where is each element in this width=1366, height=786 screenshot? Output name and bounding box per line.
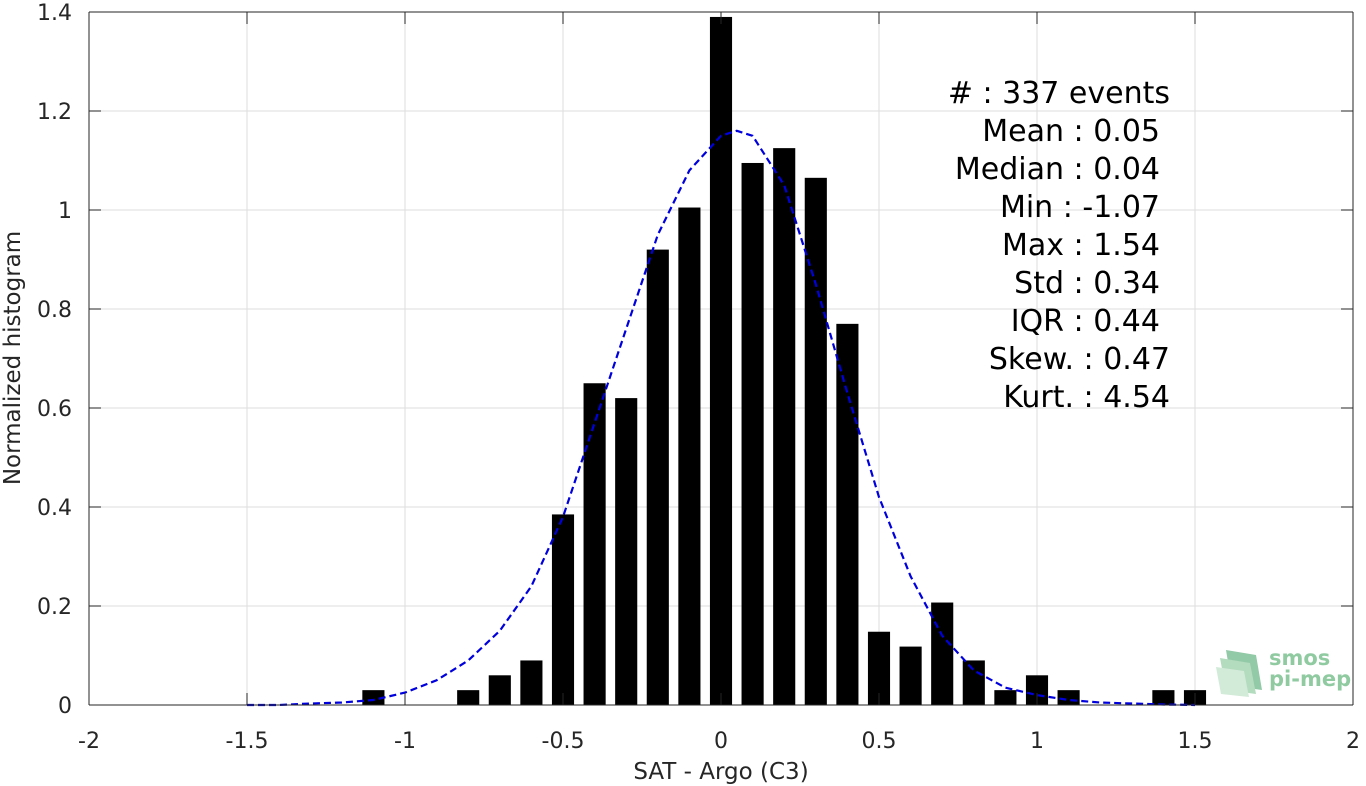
y-tick-label-7: 1.4 (37, 1, 72, 26)
histogram-bar-16 (931, 602, 954, 705)
histogram-bar-13 (836, 323, 859, 705)
histogram-bar-14 (867, 631, 891, 705)
histogram-bar-4 (551, 514, 575, 705)
histogram-bar-6 (615, 398, 638, 705)
histogram-bar-15 (899, 646, 922, 705)
fit-curve (247, 129, 1196, 707)
logo-line1: smos (1269, 646, 1330, 670)
y-tick-label-0: 0 (58, 694, 72, 719)
x-tick-label-8: 2 (1346, 729, 1360, 754)
histogram-bar-19 (1025, 675, 1049, 705)
x-axis-label: SAT - Argo (C3) (633, 759, 808, 785)
logo-line2: pi-mep (1269, 667, 1351, 691)
histogram-bar-11 (773, 148, 796, 705)
histogram-bar-1 (457, 690, 480, 705)
histogram-bar-9 (709, 16, 733, 705)
axes-frame (88, 11, 1354, 706)
y-tick-label-4: 0.8 (37, 298, 72, 323)
histogram-bar-20 (1057, 690, 1080, 705)
x-tick-label-7: 1.5 (1178, 729, 1213, 754)
stats-line-7: Skew. : 0.47 (989, 342, 1170, 377)
stats-line-3: Min : -1.07 (1000, 190, 1160, 225)
histogram-bar-5 (583, 383, 606, 705)
x-tick-label-4: 0 (714, 729, 728, 754)
x-tick-label-1: -1.5 (226, 729, 269, 754)
histogram-bar-2 (488, 675, 511, 705)
stats-line-5: Std : 0.34 (1014, 266, 1160, 301)
smos-pimep-logo: smos pi-mep (1216, 646, 1351, 697)
y-tick-label-5: 1 (58, 199, 72, 224)
histogram-bar-21 (1152, 690, 1175, 705)
stats-line-4: Max : 1.54 (1002, 228, 1160, 263)
x-tick-labels: -2 -1.5 -1 -0.5 0 0.5 1 1.5 2 (78, 729, 1360, 754)
y-tick-label-1: 0.2 (37, 595, 72, 620)
stats-line-0: # : 337 events (948, 76, 1170, 111)
y-tick-label-3: 0.6 (37, 397, 72, 422)
stats-line-6: IQR : 0.44 (1011, 304, 1160, 339)
histogram-bar-18 (994, 690, 1017, 705)
histogram-bar-17 (962, 660, 985, 705)
y-axis-label: Normalized histogram (0, 231, 26, 485)
x-tick-label-6: 1 (1030, 729, 1044, 754)
x-tick-label-3: -0.5 (542, 729, 585, 754)
x-tick-label-0: -2 (78, 729, 100, 754)
histogram-bar-0 (362, 690, 385, 705)
histogram-bar-3 (520, 660, 543, 705)
y-tick-labels: 0 0.2 0.4 0.6 0.8 1 1.2 1.4 (37, 1, 72, 719)
histogram-bar-12 (804, 177, 827, 705)
histogram-bar-10 (741, 162, 764, 706)
y-tick-label-2: 0.4 (37, 496, 72, 521)
stats-line-8: Kurt. : 4.54 (1003, 380, 1170, 415)
histogram-bar-7 (646, 249, 669, 705)
x-tick-label-5: 0.5 (862, 729, 897, 754)
logo-mark-icon (1216, 650, 1262, 697)
stats-line-1: Mean : 0.05 (982, 114, 1160, 149)
histogram-bar-8 (678, 207, 701, 705)
histogram-bars (362, 16, 1207, 706)
y-tick-label-6: 1.2 (37, 100, 72, 125)
stats-line-2: Median : 0.04 (955, 152, 1160, 187)
x-tick-label-2: -1 (394, 729, 416, 754)
